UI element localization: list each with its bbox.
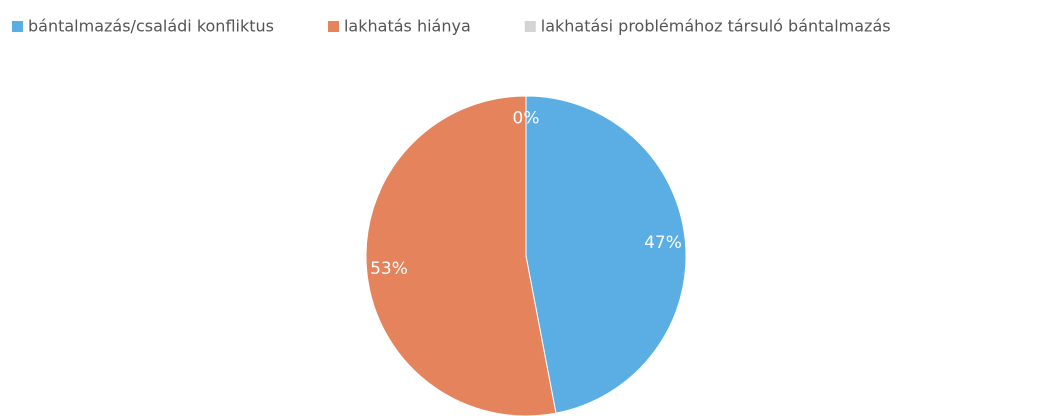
legend-label: lakhatás hiánya bbox=[344, 17, 471, 36]
data-label: 53% bbox=[370, 259, 408, 279]
data-label: 47% bbox=[644, 233, 682, 253]
pie-slice bbox=[525, 95, 687, 414]
legend-label: bántalmazás/családi konfliktus bbox=[28, 17, 274, 36]
legend-swatch bbox=[327, 21, 339, 32]
legend-swatch bbox=[12, 21, 23, 32]
data-label: 0% bbox=[513, 108, 540, 128]
legend-label: lakhatási problémához társuló bántalmazá… bbox=[541, 17, 891, 36]
pie-slice bbox=[365, 95, 557, 416]
legend-swatch bbox=[524, 21, 536, 32]
